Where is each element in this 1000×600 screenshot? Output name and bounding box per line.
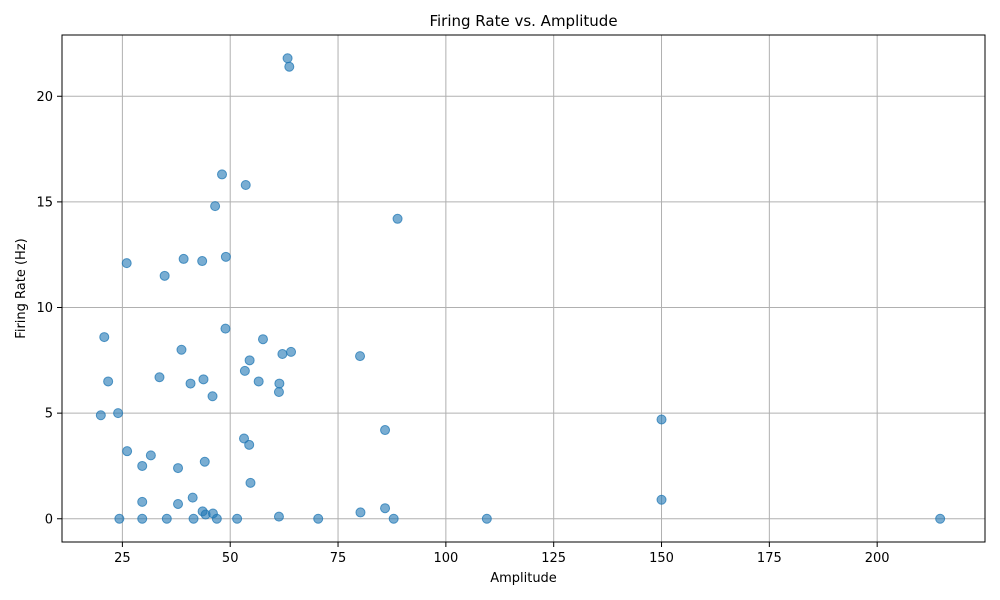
- chart-title: Firing Rate vs. Amplitude: [429, 12, 617, 30]
- data-point: [239, 433, 250, 444]
- x-tick-label: 150: [649, 551, 674, 566]
- data-point: [176, 344, 187, 355]
- data-point: [187, 492, 198, 503]
- data-point: [388, 513, 399, 524]
- data-point: [159, 270, 170, 281]
- data-point: [211, 513, 222, 524]
- data-point: [286, 346, 297, 357]
- data-point: [178, 253, 189, 264]
- y-tick-label: 20: [36, 90, 53, 105]
- data-point: [188, 513, 199, 524]
- data-point: [240, 179, 251, 190]
- data-point: [137, 460, 148, 471]
- y-axis-label: Firing Rate (Hz): [14, 238, 29, 338]
- data-point: [656, 494, 667, 505]
- y-axis: 0 5 10 15 20: [36, 90, 62, 527]
- data-point: [220, 323, 231, 334]
- data-point: [282, 53, 293, 64]
- data-point: [199, 456, 210, 467]
- data-point: [245, 477, 256, 488]
- x-tick-label: 175: [757, 551, 782, 566]
- data-point: [244, 355, 255, 366]
- data-point: [113, 408, 124, 419]
- x-tick-label: 25: [114, 551, 131, 566]
- data-point: [935, 513, 946, 524]
- data-point: [207, 391, 218, 402]
- data-point: [220, 251, 231, 262]
- data-point: [200, 509, 211, 520]
- data-point: [217, 169, 228, 180]
- data-point: [244, 439, 255, 450]
- data-point: [121, 258, 132, 269]
- x-tick-label: 100: [433, 551, 458, 566]
- data-point: [185, 378, 196, 389]
- data-point: [392, 213, 403, 224]
- x-tick-label: 125: [541, 551, 566, 566]
- data-point: [232, 513, 243, 524]
- data-point: [656, 414, 667, 425]
- data-point: [197, 256, 208, 267]
- data-point: [173, 463, 184, 474]
- y-tick-label: 15: [36, 195, 53, 210]
- data-point: [274, 378, 285, 389]
- data-point: [154, 372, 165, 383]
- data-point: [99, 332, 110, 343]
- data-point: [161, 513, 172, 524]
- x-axis: 25 50 75 100 125 150 175 200: [114, 542, 890, 566]
- y-tick-label: 10: [36, 301, 53, 316]
- data-point: [277, 348, 288, 359]
- data-point: [284, 61, 295, 72]
- data-point: [210, 201, 221, 212]
- grid: [62, 35, 985, 542]
- data-point: [380, 425, 391, 436]
- data-point: [355, 507, 366, 518]
- y-tick-label: 5: [45, 407, 53, 422]
- y-tick-label: 0: [45, 512, 53, 527]
- data-point: [239, 365, 250, 376]
- data-point: [114, 513, 125, 524]
- data-point: [137, 513, 148, 524]
- data-point: [257, 334, 268, 345]
- data-point: [253, 376, 264, 387]
- data-point: [122, 446, 133, 457]
- x-tick-label: 200: [865, 551, 890, 566]
- data-points: [95, 53, 946, 524]
- data-point: [273, 511, 284, 522]
- data-point: [481, 513, 492, 524]
- data-point: [103, 376, 114, 387]
- data-point: [173, 498, 184, 509]
- data-point: [198, 374, 209, 385]
- data-point: [380, 503, 391, 514]
- data-point: [95, 410, 106, 421]
- data-point: [355, 351, 366, 362]
- x-axis-label: Amplitude: [490, 571, 557, 586]
- plot-frame: [61, 34, 986, 543]
- data-point: [137, 496, 148, 507]
- data-point: [145, 450, 156, 461]
- x-tick-label: 75: [330, 551, 347, 566]
- x-tick-label: 50: [222, 551, 239, 566]
- data-point: [313, 513, 324, 524]
- data-point: [273, 387, 284, 398]
